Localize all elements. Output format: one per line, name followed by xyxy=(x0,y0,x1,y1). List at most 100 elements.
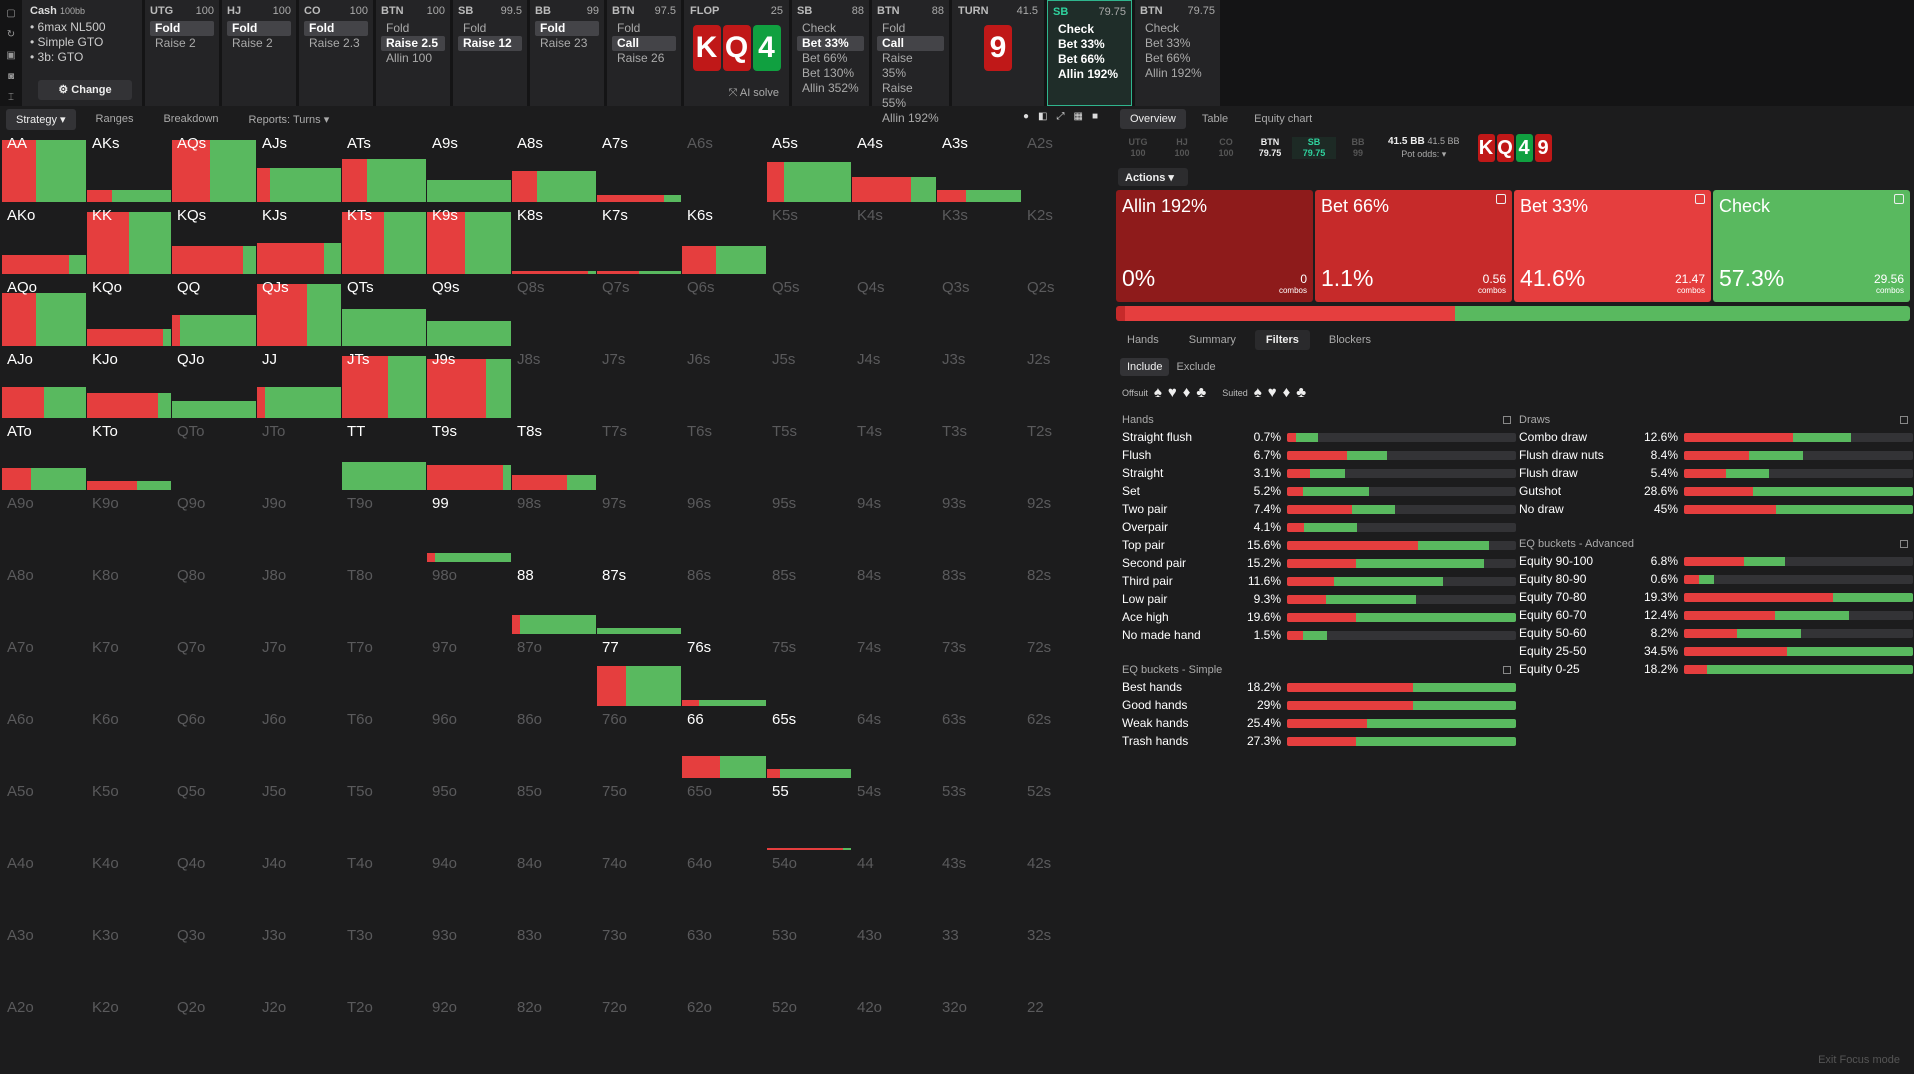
hand-cell[interactable]: 76o xyxy=(597,708,681,778)
tab-blockers[interactable]: Blockers xyxy=(1328,334,1372,346)
hand-cell[interactable]: 92s xyxy=(1022,492,1106,562)
hand-cell[interactable]: Q2o xyxy=(172,996,256,1066)
node-option[interactable]: Raise 12 xyxy=(458,36,522,51)
filter-row[interactable]: Gutshot 28.6% xyxy=(1519,482,1913,500)
filter-row[interactable]: Set 5.2% xyxy=(1122,482,1516,500)
filter-row[interactable]: Flush 6.7% xyxy=(1122,446,1516,464)
file-icon[interactable]: ▢ xyxy=(6,8,16,19)
hand-cell[interactable]: A5o xyxy=(2,780,86,850)
node-option[interactable]: Raise 2.3 xyxy=(309,36,360,50)
hand-cell[interactable]: A3o xyxy=(2,924,86,994)
filter-row[interactable]: Low pair 9.3% xyxy=(1122,590,1516,608)
hand-cell[interactable]: 32s xyxy=(1022,924,1106,994)
hand-cell[interactable]: 84o xyxy=(512,852,596,922)
hand-cell[interactable]: T4o xyxy=(342,852,426,922)
filter-row[interactable]: Straight 3.1% xyxy=(1122,464,1516,482)
hand-cell[interactable]: 66 xyxy=(682,708,766,778)
filter-row[interactable]: Second pair 15.2% xyxy=(1122,554,1516,572)
hand-cell[interactable]: 22 xyxy=(1022,996,1106,1066)
node-hj[interactable]: HJ 100 Fold Raise 2 xyxy=(222,0,296,106)
node-option[interactable]: Raise 35% xyxy=(882,51,913,80)
change-button[interactable]: ⚙ Change xyxy=(38,80,132,100)
exclude-button[interactable]: Exclude xyxy=(1176,361,1216,373)
node-option[interactable]: Bet 66% xyxy=(1058,52,1105,66)
hand-cell[interactable]: J6o xyxy=(257,708,341,778)
filter-row[interactable]: Overpair 4.1% xyxy=(1122,518,1516,536)
node-option[interactable]: Call xyxy=(612,36,676,51)
hand-cell[interactable]: K5o xyxy=(87,780,171,850)
hand-cell[interactable]: Q4o xyxy=(172,852,256,922)
hand-cell[interactable]: 95o xyxy=(427,780,511,850)
hand-cell[interactable]: Q8o xyxy=(172,564,256,634)
hand-cell[interactable]: K7s xyxy=(597,204,681,274)
hand-cell[interactable]: T3o xyxy=(342,924,426,994)
actions-dropdown[interactable]: Actions ▾ xyxy=(1118,168,1188,186)
node-option[interactable]: Bet 66% xyxy=(1145,51,1191,65)
expand-icon[interactable] xyxy=(1894,194,1904,204)
hand-cell[interactable]: TT xyxy=(342,420,426,490)
filter-row[interactable]: Equity 25-50 34.5% xyxy=(1519,642,1913,660)
hand-cell[interactable]: Q6s xyxy=(682,276,766,346)
diamond-suited-icon[interactable]: ♦ xyxy=(1282,384,1291,401)
hand-cell[interactable]: A6o xyxy=(2,708,86,778)
hand-cell[interactable]: K3o xyxy=(87,924,171,994)
hand-cell[interactable]: 75s xyxy=(767,636,851,706)
hand-cell[interactable]: 82o xyxy=(512,996,596,1066)
hand-cell[interactable]: 53s xyxy=(937,780,1021,850)
club-icon[interactable]: ♣ xyxy=(1196,384,1207,401)
hand-cell[interactable]: KQo xyxy=(87,276,171,346)
hand-cell[interactable]: Q9o xyxy=(172,492,256,562)
node-option[interactable]: Call xyxy=(877,36,944,51)
hand-cell[interactable]: 97s xyxy=(597,492,681,562)
hand-cell[interactable]: Q3o xyxy=(172,924,256,994)
node-option[interactable]: Fold xyxy=(617,21,641,35)
hand-cell[interactable]: JTo xyxy=(257,420,341,490)
expand-icon[interactable] xyxy=(1496,194,1506,204)
hand-cell[interactable]: ATs xyxy=(342,132,426,202)
hand-cell[interactable]: 54o xyxy=(767,852,851,922)
hand-cell[interactable]: 82s xyxy=(1022,564,1106,634)
hand-cell[interactable]: K8o xyxy=(87,564,171,634)
hand-cell[interactable]: J3s xyxy=(937,348,1021,418)
hand-cell[interactable]: T2s xyxy=(1022,420,1106,490)
hand-cell[interactable]: K2o xyxy=(87,996,171,1066)
square-icon[interactable]: ■ xyxy=(1091,111,1098,122)
node-btn[interactable]: BTN 88 Fold Call Raise 35% Raise 55% Allin 192… xyxy=(872,0,949,125)
filter-row[interactable]: Equity 90-100 6.8% xyxy=(1519,552,1913,570)
hand-cell[interactable]: 92o xyxy=(427,996,511,1066)
ai-solve-button[interactable]: ⤧ AI solve xyxy=(728,87,779,99)
hand-cell[interactable]: J8s xyxy=(512,348,596,418)
hand-cell[interactable]: K4o xyxy=(87,852,171,922)
hand-cell[interactable]: A9o xyxy=(2,492,86,562)
node-btn[interactable]: BTN 97.5 Fold Call Raise 26 xyxy=(607,0,681,106)
hand-cell[interactable]: 33 xyxy=(937,924,1021,994)
hand-cell[interactable]: K8s xyxy=(512,204,596,274)
filter-row[interactable]: Top pair 15.6% xyxy=(1122,536,1516,554)
node-sb[interactable]: SB 99.5 Fold Raise 12 xyxy=(453,0,527,106)
hand-cell[interactable]: T7o xyxy=(342,636,426,706)
hand-cell[interactable]: AJs xyxy=(257,132,341,202)
hand-cell[interactable]: 63o xyxy=(682,924,766,994)
position-hj[interactable]: HJ 100 xyxy=(1160,137,1204,159)
hand-cell[interactable]: 62s xyxy=(1022,708,1106,778)
node-btn[interactable]: BTN 79.75 Check Bet 33% Bet 66% Allin 192% xyxy=(1135,0,1220,106)
hand-cell[interactable]: 83o xyxy=(512,924,596,994)
hand-cell[interactable]: T6s xyxy=(682,420,766,490)
hand-cell[interactable]: 85o xyxy=(512,780,596,850)
node-option[interactable]: Check xyxy=(802,21,837,35)
refresh-icon[interactable]: ↻ xyxy=(6,29,16,40)
node-option[interactable]: Raise 23 xyxy=(540,36,588,50)
node-option[interactable]: Raise 2.5 xyxy=(381,36,445,51)
hand-cell[interactable]: Q5o xyxy=(172,780,256,850)
hand-cell[interactable]: J5o xyxy=(257,780,341,850)
hand-cell[interactable]: AJo xyxy=(2,348,86,418)
node-option[interactable]: Bet 33% xyxy=(1058,37,1105,51)
hand-cell[interactable]: 86s xyxy=(682,564,766,634)
suit-view-icon[interactable]: ● xyxy=(1023,111,1030,122)
hand-cell[interactable]: 77 xyxy=(597,636,681,706)
filter-row[interactable]: Third pair 11.6% xyxy=(1122,572,1516,590)
position-bb[interactable]: BB 99 xyxy=(1336,137,1380,159)
hand-cell[interactable]: 96o xyxy=(427,708,511,778)
hand-cell[interactable]: A9s xyxy=(427,132,511,202)
hand-cell[interactable]: AQs xyxy=(172,132,256,202)
